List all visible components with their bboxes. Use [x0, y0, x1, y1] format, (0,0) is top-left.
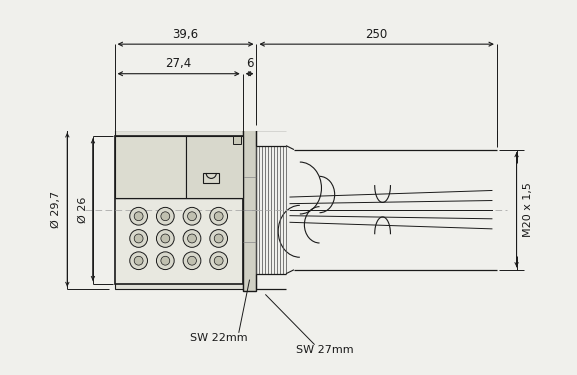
Text: Ø 29,7: Ø 29,7: [51, 191, 61, 228]
Circle shape: [188, 256, 196, 265]
Bar: [4, 3, 573, 131]
Bar: [203, 173, 219, 183]
Text: 39,6: 39,6: [173, 28, 198, 41]
Text: SW 22mm: SW 22mm: [190, 333, 248, 343]
Text: 250: 250: [366, 28, 388, 41]
Circle shape: [161, 234, 170, 243]
Circle shape: [214, 212, 223, 220]
Circle shape: [210, 230, 227, 248]
Text: 6: 6: [246, 57, 253, 70]
Circle shape: [156, 230, 174, 248]
Circle shape: [134, 234, 143, 243]
Text: SW 27mm: SW 27mm: [295, 345, 353, 355]
Circle shape: [188, 234, 196, 243]
Bar: [243, 128, 257, 291]
Bar: [115, 136, 186, 198]
Circle shape: [183, 230, 201, 248]
Text: M20 x 1,5: M20 x 1,5: [523, 182, 534, 237]
Circle shape: [130, 252, 148, 270]
Bar: [115, 136, 243, 284]
Circle shape: [214, 256, 223, 265]
Circle shape: [156, 207, 174, 225]
Bar: [115, 130, 243, 290]
Circle shape: [210, 207, 227, 225]
Circle shape: [130, 230, 148, 248]
Circle shape: [134, 212, 143, 220]
Circle shape: [130, 207, 148, 225]
Text: 27,4: 27,4: [166, 57, 192, 70]
Text: 27,4: 27,4: [173, 53, 198, 66]
Circle shape: [161, 256, 170, 265]
Bar: [233, 136, 241, 144]
Circle shape: [134, 256, 143, 265]
Bar: [186, 136, 243, 198]
Circle shape: [183, 252, 201, 270]
Text: 250: 250: [366, 28, 388, 41]
Circle shape: [161, 212, 170, 220]
Circle shape: [210, 252, 227, 270]
Circle shape: [188, 212, 196, 220]
Text: Ø 26: Ø 26: [78, 196, 88, 223]
Circle shape: [156, 252, 174, 270]
Circle shape: [214, 234, 223, 243]
Circle shape: [183, 207, 201, 225]
